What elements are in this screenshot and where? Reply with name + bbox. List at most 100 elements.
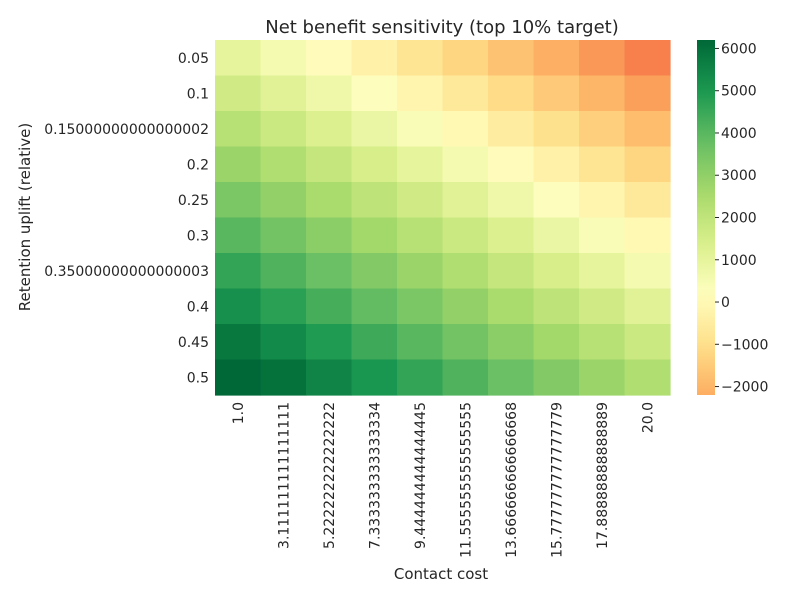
- heatmap-cell: [579, 288, 626, 325]
- heatmap-cell: [442, 146, 489, 183]
- y-tick-label: 0.4: [187, 299, 209, 315]
- heatmap-cell: [306, 146, 353, 183]
- heatmap-cell: [215, 40, 262, 77]
- y-tick-label: 0.5: [187, 370, 209, 386]
- heatmap-cell: [533, 182, 580, 219]
- y-tick-labels: 0.05 0.1 0.15000000000000002 0.2 0.25 0.3 0.35…: [44, 51, 209, 387]
- heatmap-cell: [397, 75, 444, 112]
- heatmap-cell: [579, 217, 626, 254]
- x-tick-label: 20.0: [640, 402, 656, 433]
- heatmap-cell: [215, 217, 262, 254]
- heatmap-cell: [533, 288, 580, 325]
- heatmap-cell: [215, 182, 262, 219]
- heatmap-cell: [533, 359, 580, 396]
- colorbar-tick-label: −1000: [721, 337, 768, 353]
- heatmap-cell: [215, 359, 262, 396]
- heatmap-cell: [397, 324, 444, 361]
- heatmap-cell: [306, 75, 353, 112]
- heatmap-cell: [306, 111, 353, 148]
- heatmap-cell: [624, 75, 671, 112]
- heatmap-cell: [306, 324, 353, 361]
- heatmap-cell: [624, 40, 671, 77]
- heatmap-cell: [215, 253, 262, 290]
- x-axis-label: Contact cost: [394, 565, 488, 583]
- heatmap-cell: [442, 182, 489, 219]
- heatmap-cell: [488, 146, 535, 183]
- heatmap-cell: [397, 217, 444, 254]
- heatmap-cell: [488, 75, 535, 112]
- heatmap-cell: [306, 217, 353, 254]
- heatmap-cell: [260, 182, 307, 219]
- heatmap-cell: [533, 217, 580, 254]
- heatmap-cell: [215, 324, 262, 361]
- colorbar-tick-label: 0: [721, 295, 730, 311]
- colorbar-tick-label: 1000: [721, 253, 757, 269]
- heatmap-cell: [624, 217, 671, 254]
- chart-title: Net benefit sensitivity (top 10% target): [265, 17, 619, 38]
- heatmap-cell: [260, 324, 307, 361]
- colorbar-tick-label: 6000: [721, 41, 757, 57]
- x-tick-label: 13.666666666666668: [504, 402, 520, 558]
- heatmap-cell: [624, 182, 671, 219]
- heatmap-cell: [260, 359, 307, 396]
- heatmap-cell: [624, 111, 671, 148]
- heatmap-cell: [488, 182, 535, 219]
- heatmap-cell: [351, 182, 398, 219]
- heatmap-cell: [624, 359, 671, 396]
- heatmap-cell: [488, 217, 535, 254]
- heatmap-cell: [442, 111, 489, 148]
- y-tick-label: 0.45: [178, 335, 209, 351]
- x-tick-label: 7.333333333333334: [367, 402, 383, 549]
- heatmap-cell: [442, 288, 489, 325]
- heatmap-cell: [397, 40, 444, 77]
- heatmap-cell: [215, 111, 262, 148]
- heatmap-cell: [215, 75, 262, 112]
- x-tick-label: 15.777777777777779: [549, 402, 565, 558]
- heatmap-cell: [397, 253, 444, 290]
- heatmap-cell: [260, 253, 307, 290]
- heatmap-cell: [579, 182, 626, 219]
- heatmap-cell: [351, 111, 398, 148]
- heatmap-cell: [260, 75, 307, 112]
- heatmap-cell: [260, 146, 307, 183]
- heatmap-cell: [442, 359, 489, 396]
- heatmap-cell: [351, 146, 398, 183]
- heatmap-cell: [624, 324, 671, 361]
- heatmap-cell: [488, 40, 535, 77]
- colorbar-tick-label: −2000: [721, 380, 768, 396]
- heatmap-cell: [533, 324, 580, 361]
- heatmap-cell: [488, 359, 535, 396]
- heatmap-cell: [442, 40, 489, 77]
- heatmap-cell: [351, 359, 398, 396]
- colorbar-tick-label: 2000: [721, 211, 757, 227]
- heatmap-cell: [442, 253, 489, 290]
- y-tick-label: 0.35000000000000003: [44, 264, 209, 280]
- heatmap-cell: [579, 324, 626, 361]
- heatmap-cell: [442, 217, 489, 254]
- heatmap-cell: [579, 146, 626, 183]
- colorbar-tick-label: 5000: [721, 84, 757, 100]
- heatmap-cell: [624, 288, 671, 325]
- heatmap-cell: [397, 111, 444, 148]
- x-tick-label: 5.222222222222222: [322, 402, 338, 549]
- heatmap-cell: [306, 288, 353, 325]
- heatmap-cell: [351, 217, 398, 254]
- heatmap-cell: [351, 288, 398, 325]
- heatmap-cell: [306, 253, 353, 290]
- y-tick-label: 0.15000000000000002: [44, 122, 209, 138]
- heatmap-cell: [306, 182, 353, 219]
- heatmap-cell: [442, 324, 489, 361]
- colorbar-tick-label: 4000: [721, 126, 757, 142]
- x-tick-label: 9.444444444444445: [413, 402, 429, 549]
- y-tick-label: 0.05: [178, 51, 209, 67]
- heatmap-cell: [260, 217, 307, 254]
- heatmap-cell: [442, 75, 489, 112]
- x-tick-labels: 1.0 3.111111111111111 5.222222222222222 7.3…: [231, 402, 657, 558]
- heatmap-cells: [215, 40, 671, 396]
- heatmap-cell: [488, 111, 535, 148]
- heatmap-cell: [397, 182, 444, 219]
- heatmap-cell: [306, 359, 353, 396]
- heatmap-cell: [624, 253, 671, 290]
- heatmap-cell: [533, 75, 580, 112]
